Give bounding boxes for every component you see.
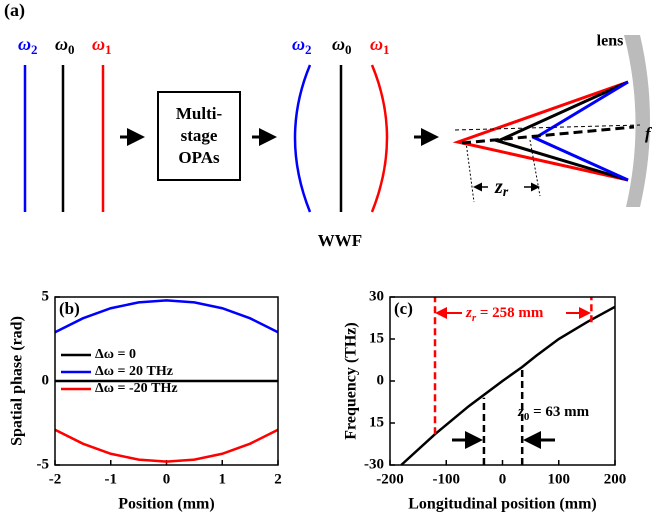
box-text: OPAs bbox=[178, 148, 220, 167]
y-tick-label: 15 bbox=[369, 330, 384, 346]
y-tick-label: 0 bbox=[377, 372, 385, 388]
zr-label: zr bbox=[494, 176, 509, 201]
y-tick-label: 30 bbox=[369, 288, 384, 304]
series-line bbox=[55, 430, 278, 462]
x-tick-label: -2 bbox=[49, 471, 62, 487]
x-tick-label: 1 bbox=[219, 471, 227, 487]
y-tick-label: 5 bbox=[42, 288, 50, 304]
annotation: zr = 258 mm bbox=[465, 305, 544, 323]
legend-label: Δω = -20 THz bbox=[95, 381, 178, 396]
y-tick-label: 15 bbox=[369, 414, 384, 430]
legend-label: Δω = 0 bbox=[95, 347, 136, 362]
x-tick-label: 2 bbox=[274, 471, 282, 487]
x-axis-label: Longitudinal position (mm) bbox=[408, 496, 596, 513]
omega-label: ω2 bbox=[18, 34, 38, 57]
wwf-label: WWF bbox=[318, 231, 362, 250]
series-line bbox=[55, 300, 278, 332]
omega-label: ω2 bbox=[292, 34, 312, 57]
wavefront bbox=[372, 65, 387, 212]
x-tick-label: -200 bbox=[376, 471, 404, 487]
omega-label: ω1 bbox=[370, 34, 390, 57]
y-axis-label: Frequency (THz) bbox=[343, 322, 360, 439]
y-tick-label: -5 bbox=[37, 456, 50, 472]
panel-label: (b) bbox=[59, 299, 80, 318]
legend-label: Δω = 20 THz bbox=[95, 364, 173, 379]
y-tick-label: -30 bbox=[364, 456, 384, 472]
x-axis-label: Position (mm) bbox=[118, 496, 214, 513]
omega-label: ω0 bbox=[55, 34, 75, 57]
omega-label: ω0 bbox=[332, 34, 352, 57]
omega-label: ω1 bbox=[92, 34, 112, 57]
x-tick-label: 0 bbox=[499, 471, 507, 487]
y-tick-label: 0 bbox=[42, 372, 50, 388]
x-tick-label: 100 bbox=[548, 471, 571, 487]
guide bbox=[466, 142, 474, 202]
box-text: stage bbox=[181, 126, 218, 145]
x-tick-label: -100 bbox=[433, 471, 461, 487]
y-axis-label: Spatial phase (rad) bbox=[9, 316, 26, 446]
figure: (a) ω2 ω0 ω1 Multi- stage OPAs ω2 ω0 ω1 … bbox=[0, 0, 657, 520]
x-tick-label: 200 bbox=[604, 471, 627, 487]
wavefront bbox=[295, 65, 310, 212]
panel-label: (c) bbox=[394, 299, 413, 318]
box-text: Multi- bbox=[176, 104, 223, 123]
x-tick-label: -1 bbox=[105, 471, 118, 487]
focal-label: f bbox=[645, 124, 653, 143]
series-line bbox=[401, 307, 615, 465]
lens bbox=[624, 35, 650, 207]
panel-label: (a) bbox=[4, 0, 25, 21]
lens-label: lens bbox=[597, 33, 624, 50]
annotation: z0 = 63 mm bbox=[517, 404, 590, 422]
x-tick-label: 0 bbox=[163, 471, 171, 487]
